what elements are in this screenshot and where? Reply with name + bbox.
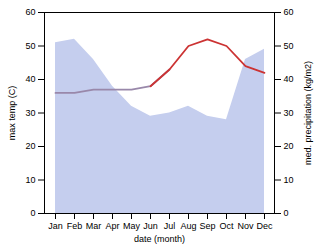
svg-text:40: 40: [284, 74, 294, 84]
svg-text:40: 40: [25, 74, 35, 84]
svg-text:May: May: [123, 221, 141, 231]
svg-text:60: 60: [25, 7, 35, 17]
svg-text:10: 10: [284, 175, 294, 185]
svg-text:Jun: Jun: [143, 221, 158, 231]
svg-text:Aug: Aug: [180, 221, 196, 231]
svg-text:Feb: Feb: [67, 221, 83, 231]
svg-text:30: 30: [25, 108, 35, 118]
svg-text:med. precipitation (kg/m2): med. precipitation (kg/m2): [303, 61, 313, 165]
svg-text:10: 10: [25, 175, 35, 185]
svg-text:Apr: Apr: [105, 221, 119, 231]
svg-text:Jul: Jul: [164, 221, 176, 231]
svg-text:Sep: Sep: [199, 221, 215, 231]
svg-text:max temp (C): max temp (C): [7, 86, 17, 141]
svg-text:50: 50: [25, 41, 35, 51]
svg-text:Oct: Oct: [219, 221, 234, 231]
svg-text:20: 20: [284, 141, 294, 151]
svg-text:Jan: Jan: [48, 221, 63, 231]
svg-text:60: 60: [284, 7, 294, 17]
svg-text:30: 30: [284, 108, 294, 118]
svg-text:50: 50: [284, 41, 294, 51]
svg-text:Dec: Dec: [256, 221, 273, 231]
svg-text:Nov: Nov: [237, 221, 254, 231]
svg-text:20: 20: [25, 141, 35, 151]
svg-text:0: 0: [284, 208, 289, 218]
svg-text:Mar: Mar: [86, 221, 102, 231]
svg-text:0: 0: [30, 208, 35, 218]
svg-text:date (month): date (month): [134, 234, 185, 244]
